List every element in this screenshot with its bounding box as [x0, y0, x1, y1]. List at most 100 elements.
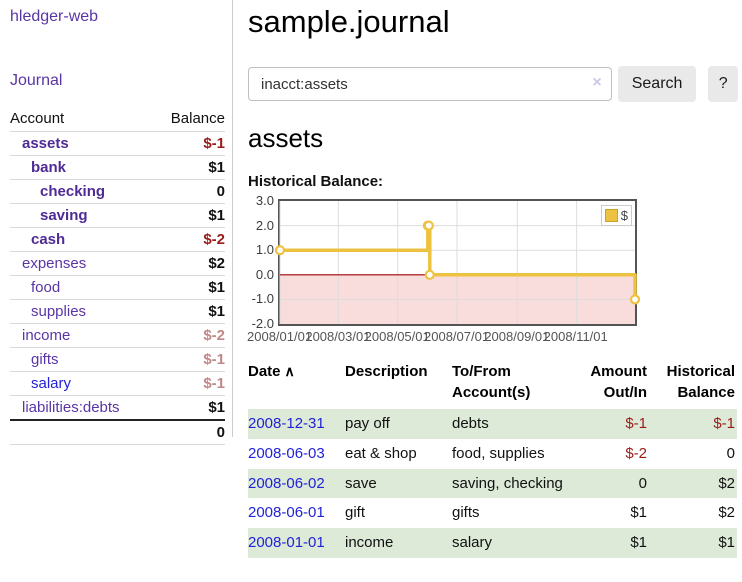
y-axis-tick-label: -1.0 [251, 291, 274, 307]
account-balance: $-1 [203, 350, 225, 368]
y-axis-tick-label: 2.0 [255, 217, 274, 233]
column-header-description: Description [345, 363, 428, 380]
main-panel: sample.journal × Search ? assets Histori… [247, 0, 738, 558]
transaction-date: 2008-06-02 [248, 469, 345, 499]
accounts-table: Account Balance assets $-1 bank $1 checking 0… [10, 107, 225, 445]
transaction-date: 2008-12-31 [248, 409, 345, 439]
transaction-description: income [345, 534, 394, 551]
account-link[interactable]: saving [40, 206, 88, 224]
transaction-balance: 0 [726, 444, 735, 462]
chart-plot-area: $ [274, 199, 641, 326]
y-axis-tick-label: 0.0 [255, 266, 274, 282]
account-row: liabilities:debts $1 [10, 395, 225, 420]
account-balance: $-1 [203, 374, 225, 392]
transaction-amount: $1 [630, 534, 647, 551]
account-title: assets [248, 123, 324, 153]
account-balance: $-2 [203, 326, 225, 344]
account-link[interactable]: cash [31, 230, 66, 248]
account-link[interactable]: checking [40, 182, 106, 200]
transaction-date-link[interactable]: 2008-06-01 [248, 504, 325, 522]
account-balance: $1 [208, 302, 225, 320]
account-row: cash $-2 [10, 227, 225, 251]
transaction-accounts: salary [452, 534, 493, 551]
transaction-balance: $-1 [713, 415, 735, 432]
x-axis-tick-label: 2008/11/01 [543, 329, 608, 344]
page-title: sample.journal [248, 4, 450, 39]
account-row: salary $-1 [10, 371, 225, 395]
transaction-balance: $2 [718, 504, 735, 522]
account-balance: $2 [208, 254, 225, 272]
transaction-date: 2008-06-01 [248, 498, 345, 528]
x-axis-tick-label: 2008/07/01 [424, 329, 490, 344]
column-header-amount: Amount Out/In [590, 363, 647, 401]
historical-balance-chart: $ 3.0 2.0 1.0 0.0 -1.0 -2.0 2008/01/01 2008/03/… [247, 193, 738, 346]
accounts-total-balance: 0 [216, 423, 225, 441]
accounts-header-balance: Balance [170, 110, 225, 128]
account-link[interactable]: supplies [31, 302, 87, 320]
transaction-description: gift [345, 504, 366, 522]
transaction-balance: $2 [718, 474, 735, 492]
sidebar-item-journal[interactable]: Journal [10, 72, 63, 89]
transaction-row[interactable]: 2008-06-01 gift gifts $1 $2 [248, 498, 737, 528]
y-axis-tick-label: 1.0 [255, 242, 274, 258]
transaction-amount: $-1 [625, 415, 647, 432]
account-row: assets $-1 [10, 131, 225, 155]
x-axis-tick-label: 2008/05/01 [364, 329, 430, 344]
account-row: saving $1 [10, 203, 225, 227]
account-link[interactable]: expenses [22, 254, 87, 272]
account-balance: $-2 [203, 230, 225, 248]
register-table: Date ∧ Description To/From Account(s) Amo… [248, 358, 737, 558]
account-balance: $1 [208, 206, 225, 224]
transaction-description: pay off [345, 415, 390, 432]
app-title-link[interactable]: hledger-web [10, 8, 99, 25]
x-axis-tick-label: 2008/03/01 [305, 329, 371, 344]
search-box: × [248, 67, 612, 101]
transaction-date-link[interactable]: 2008-06-02 [248, 474, 325, 492]
account-balance: $1 [208, 278, 225, 296]
sidebar: hledger-web Journal Account Balance asse… [0, 0, 233, 444]
account-link[interactable]: assets [22, 134, 69, 152]
transaction-description: eat & shop [345, 444, 417, 462]
account-link[interactable]: salary [31, 374, 72, 392]
transaction-amount: 0 [638, 474, 647, 492]
account-balance: $1 [208, 158, 225, 176]
transaction-accounts: debts [452, 415, 489, 432]
account-link[interactable]: liabilities:debts [22, 398, 120, 416]
register-header-row: Date ∧ Description To/From Account(s) Amo… [248, 358, 737, 409]
clear-search-icon[interactable]: × [592, 74, 602, 91]
account-link[interactable]: income [22, 326, 71, 344]
search-form: × Search ? [248, 66, 738, 102]
search-button[interactable]: Search [617, 66, 697, 102]
accounts-header-row: Account Balance [10, 107, 225, 131]
transaction-date-link[interactable]: 2008-06-03 [248, 444, 325, 462]
sort-ascending-icon: ∧ [284, 363, 295, 379]
account-row: food $1 [10, 275, 225, 299]
accounts-header-account: Account [10, 110, 65, 128]
transaction-accounts: food, supplies [452, 444, 545, 462]
column-header-date[interactable]: Date ∧ [248, 363, 295, 380]
transaction-row[interactable]: 2008-06-03 eat & shop food, supplies $-2 0 [248, 439, 737, 469]
account-link[interactable]: gifts [31, 350, 59, 368]
account-row: income $-2 [10, 323, 225, 347]
help-button[interactable]: ? [708, 66, 738, 102]
transaction-accounts: saving, checking [452, 474, 563, 492]
account-row: gifts $-1 [10, 347, 225, 371]
account-link[interactable]: bank [31, 158, 67, 176]
transaction-date-link[interactable]: 2008-01-01 [248, 534, 325, 551]
accounts-total-row: 0 [10, 419, 225, 444]
transaction-row[interactable]: 2008-01-01 income salary $1 $1 [248, 528, 737, 558]
search-input[interactable] [248, 67, 612, 101]
account-balance: 0 [216, 182, 225, 200]
transaction-description: save [345, 474, 377, 492]
transaction-date: 2008-06-03 [248, 439, 345, 469]
account-row: bank $1 [10, 155, 225, 179]
y-axis-tick-label: 3.0 [255, 193, 274, 208]
account-link[interactable]: food [31, 278, 61, 296]
account-balance: $1 [208, 398, 225, 416]
transaction-date-link[interactable]: 2008-12-31 [248, 415, 325, 432]
transaction-row[interactable]: 2008-12-31 pay off debts $-1 $-1 [248, 409, 737, 439]
x-axis-tick-label: 2008/01/01 [247, 329, 313, 344]
account-balance: $-1 [203, 134, 225, 152]
account-row: checking 0 [10, 179, 225, 203]
transaction-row[interactable]: 2008-06-02 save saving, checking 0 $2 [248, 468, 737, 499]
